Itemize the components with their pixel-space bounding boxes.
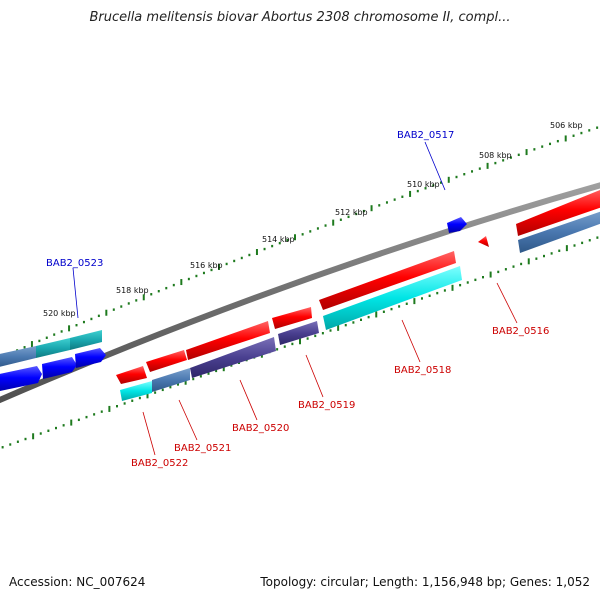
leader-bab2-0519 (305, 354, 324, 398)
feature-gene-bab2-0518-cds[interactable] (323, 266, 462, 330)
ruler-label-516: 516 kbp (190, 261, 223, 270)
reverse-strand-features (116, 236, 489, 401)
feature-gene-bab2-0518[interactable] (319, 251, 456, 310)
gene-label-bab2-0517[interactable]: BAB2_0517 (397, 130, 454, 141)
feature-gene-bab2-0523[interactable] (70, 330, 102, 350)
gene-label-bab2-0520[interactable]: BAB2_0520 (232, 423, 289, 434)
feature-gene-bab2-0521-cds[interactable] (152, 368, 190, 392)
leader-bab2-0518 (401, 319, 421, 363)
ruler-labels: 520 kbp 518 kbp 516 kbp 514 kbp 512 kbp … (43, 121, 583, 318)
feature-gene-bab2-0520[interactable] (186, 321, 270, 360)
feature-gene-bab2-0517[interactable] (447, 217, 467, 233)
label-leaders (72, 141, 518, 456)
leader-bab2-0517 (424, 141, 446, 191)
feature-gene-bab2-0522[interactable] (116, 366, 147, 384)
leader-bab2-0516 (496, 282, 518, 324)
inner-position-ruler (1, 236, 599, 449)
gene-label-bab2-0521[interactable]: BAB2_0521 (174, 443, 231, 454)
ruler-label-518: 518 kbp (116, 286, 149, 295)
feature-cds[interactable] (518, 210, 600, 253)
feature-gene-bab2-0520-cds[interactable] (190, 337, 276, 378)
feature-gene-bab2-0523-cds[interactable] (0, 366, 42, 392)
gene-label-bab2-0519[interactable]: BAB2_0519 (298, 400, 355, 411)
feature-gene-bab2-0516-partner[interactable] (516, 188, 600, 236)
genome-backbone (0, 182, 600, 404)
ruler-label-506: 506 kbp (550, 121, 583, 130)
leader-bab2-0523 (72, 267, 79, 319)
topology-summary: Topology: circular; Length: 1,156,948 bp… (260, 575, 590, 589)
ruler-label-512: 512 kbp (335, 208, 368, 217)
feature-gene-bab2-0516[interactable] (478, 236, 489, 247)
feature-gene-bab2-0519-cds[interactable] (278, 321, 319, 345)
map-title: Brucella melitensis biovar Abortus 2308 … (89, 10, 511, 25)
leader-bab2-0520 (239, 379, 258, 421)
feature-cds[interactable] (42, 357, 77, 379)
leader-bab2-0522 (142, 411, 156, 456)
feature-cds[interactable] (36, 338, 70, 358)
feature-gene-bab2-0519[interactable] (272, 307, 312, 329)
ruler-label-514: 514 kbp (262, 235, 295, 244)
feature-cds[interactable] (75, 348, 106, 368)
gene-labels: BAB2_0517 BAB2_0523 BAB2_0516 BAB2_0518 … (46, 130, 549, 469)
accession-text: Accession: NC_007624 (9, 575, 146, 589)
ruler-label-508: 508 kbp (479, 151, 512, 160)
ruler-label-520: 520 kbp (43, 309, 76, 318)
feature-gene-bab2-0522-cds[interactable] (120, 381, 152, 401)
gene-label-bab2-0516[interactable]: BAB2_0516 (492, 326, 549, 337)
ruler-label-510: 510 kbp (407, 180, 440, 189)
leader-bab2-0521 (178, 399, 198, 441)
gene-label-bab2-0518[interactable]: BAB2_0518 (394, 365, 451, 376)
outer-position-ruler (1, 126, 599, 359)
gene-label-bab2-0522[interactable]: BAB2_0522 (131, 458, 188, 469)
gene-label-bab2-0523[interactable]: BAB2_0523 (46, 258, 103, 269)
forward-strand-features (0, 188, 600, 392)
feature-gene-bab2-0521[interactable] (146, 350, 187, 372)
feature-cds[interactable] (0, 346, 36, 368)
